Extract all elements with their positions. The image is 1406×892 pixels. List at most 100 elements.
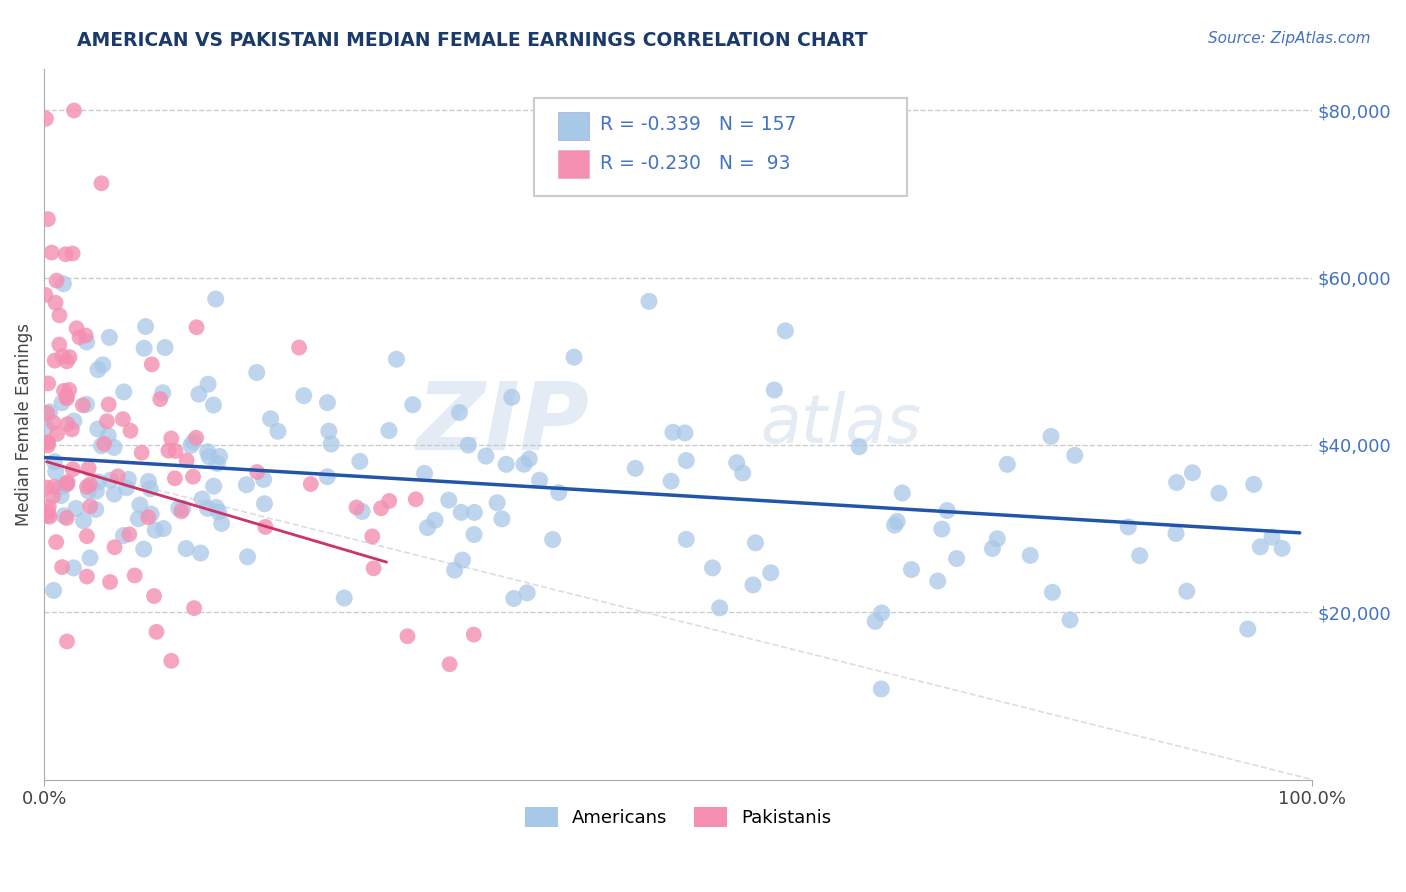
Americans [90,439,112,453]
Americans [1063,448,1085,462]
Americans [449,405,471,419]
Pakistanis [72,398,94,412]
Americans [52,277,75,291]
Americans [253,497,276,511]
Americans [76,397,98,411]
Americans [402,398,425,412]
Pakistanis [56,417,79,431]
Americans [103,487,125,501]
Americans [886,515,908,529]
Pakistanis [131,445,153,459]
Americans [152,385,174,400]
Pakistanis [170,504,193,518]
Americans [132,542,155,557]
Americans [547,485,569,500]
Pakistanis [143,589,166,603]
Americans [986,532,1008,546]
Americans [870,681,893,696]
Americans [127,512,149,526]
Text: R = -0.230   N =  93: R = -0.230 N = 93 [600,153,790,173]
Pakistanis [56,476,79,491]
Americans [333,591,356,605]
Americans [423,513,446,527]
Pakistanis [160,654,183,668]
Americans [205,500,228,515]
Pakistanis [181,469,204,483]
Americans [202,479,225,493]
Americans [1164,526,1187,541]
Americans [197,444,219,458]
Americans [675,453,697,467]
Pakistanis [62,246,84,260]
Pakistanis [56,392,79,406]
Pakistanis [186,320,208,334]
Pakistanis [124,568,146,582]
Pakistanis [163,471,186,485]
Americans [457,438,479,452]
Pakistanis [37,508,59,523]
Pakistanis [90,176,112,190]
Pakistanis [149,392,172,406]
Pakistanis [38,500,60,514]
Pakistanis [44,353,66,368]
Pakistanis [107,469,129,483]
Pakistanis [118,527,141,541]
Americans [87,422,110,436]
Americans [1208,486,1230,500]
Pakistanis [37,504,59,518]
Americans [45,465,67,479]
Pakistanis [165,444,187,458]
Pakistanis [79,477,101,491]
Pakistanis [46,426,69,441]
Americans [1059,613,1081,627]
Pakistanis [246,465,269,479]
Americans [198,450,221,464]
Americans [945,551,967,566]
Americans [259,412,281,426]
Americans [252,472,274,486]
Americans [153,341,176,355]
Americans [900,563,922,577]
Americans [62,561,84,575]
Pakistanis [55,390,77,404]
Americans [463,505,485,519]
Americans [167,501,190,516]
Americans [112,384,135,399]
Text: R = -0.339   N = 157: R = -0.339 N = 157 [600,115,797,135]
Americans [65,501,87,516]
Pakistanis [55,247,77,261]
Americans [638,294,661,309]
Americans [1175,584,1198,599]
Americans [759,566,782,580]
Pakistanis [35,112,58,126]
Pakistanis [35,481,58,495]
Pakistanis [136,510,159,524]
Americans [475,449,498,463]
Pakistanis [34,288,56,302]
Americans [204,292,226,306]
Pakistanis [41,245,63,260]
Pakistanis [37,212,59,227]
Americans [97,428,120,442]
Americans [235,477,257,491]
Americans [318,424,340,438]
Pakistanis [98,574,121,589]
Americans [1116,520,1139,534]
Pakistanis [60,422,83,436]
Pakistanis [176,453,198,467]
Americans [1249,540,1271,554]
Americans [1181,466,1204,480]
Americans [236,549,259,564]
Americans [51,489,73,503]
Pakistanis [42,480,65,494]
Pakistanis [45,274,67,288]
Americans [87,362,110,376]
Americans [529,473,551,487]
Pakistanis [58,383,80,397]
Americans [84,484,107,499]
Pakistanis [42,416,65,430]
Pakistanis [160,432,183,446]
Y-axis label: Median Female Earnings: Median Female Earnings [15,323,32,525]
Pakistanis [141,357,163,371]
Pakistanis [361,529,384,543]
